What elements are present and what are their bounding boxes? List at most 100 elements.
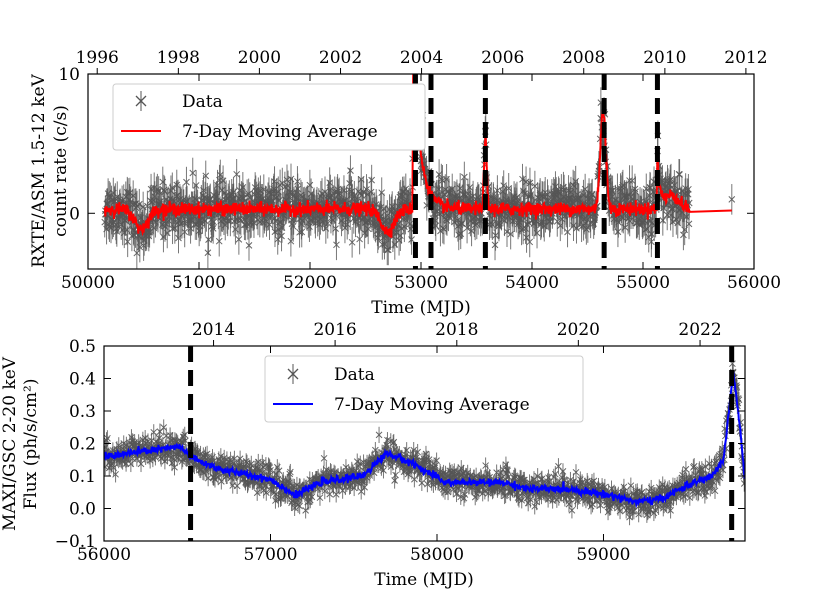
x-tick-label: 55000 [616, 273, 670, 293]
year-tick-label: 2002 [319, 48, 362, 68]
year-tick-label: 2014 [192, 320, 235, 340]
y-tick-label: 0.0 [69, 500, 96, 520]
data-point [669, 206, 677, 238]
data-point [233, 477, 241, 494]
year-tick-label: 2000 [238, 48, 281, 68]
data-point [233, 158, 241, 190]
asm-x-axis-label: Time (MJD) [371, 298, 470, 318]
asm-outburst-lines [412, 74, 660, 269]
year-tick-label: 2006 [481, 48, 524, 68]
data-point [494, 175, 501, 206]
year-tick-label: 2018 [435, 320, 478, 340]
data-point [187, 213, 194, 244]
data-point [642, 173, 650, 205]
data-point [275, 462, 283, 479]
data-point [375, 426, 383, 444]
data-point [533, 217, 541, 249]
asm-legend-box [112, 83, 426, 151]
asm-legend-avg-label: 7-Day Moving Average [182, 122, 378, 142]
data-point [375, 218, 382, 250]
asm-y-axis-label-line1: RXTE/ASM 1.5-12 keV [29, 74, 49, 268]
maxi-x-axis-label: Time (MJD) [374, 570, 473, 590]
data-point [368, 164, 376, 196]
y-tick-label: 0.5 [69, 337, 96, 357]
year-tick-label: 1996 [76, 48, 119, 68]
data-point [161, 176, 169, 207]
data-point [333, 229, 340, 261]
maxi-legend-avg-label: 7-Day Moving Average [334, 395, 530, 415]
data-point [112, 466, 119, 483]
data-point [573, 212, 580, 244]
y-tick-label: −0.1 [55, 532, 96, 552]
data-point [460, 161, 468, 193]
data-point [522, 166, 530, 198]
data-point [555, 458, 562, 475]
asm-axes-frame [87, 73, 755, 270]
data-point [621, 212, 629, 243]
x-tick-label: 51000 [172, 273, 226, 293]
data-point [215, 225, 223, 257]
y-tick-label: 0.4 [69, 370, 96, 390]
maxi-legend: Data 7-Day Moving Average [264, 355, 584, 423]
year-tick-label: 2022 [678, 320, 721, 340]
year-tick-label: 2004 [400, 48, 443, 68]
data-point [183, 166, 190, 198]
data-point [628, 165, 636, 197]
asm-legend-data-label: Data [182, 92, 223, 112]
asm-data-points [101, 74, 736, 269]
data-point [397, 220, 404, 251]
x-tick-label: 59000 [576, 545, 630, 565]
data-point [171, 459, 178, 476]
data-point [391, 472, 398, 489]
x-tick-label: 56000 [727, 273, 781, 293]
x-tick-label: 50000 [61, 273, 115, 293]
data-point [192, 170, 200, 201]
legend-x-marker [135, 95, 147, 107]
asm-legend-data-marker [135, 91, 147, 111]
data-point [245, 230, 253, 261]
data-point [500, 170, 508, 201]
year-tick-label: 2010 [643, 48, 686, 68]
moving-average-line [103, 74, 732, 238]
x-tick-label: 57000 [243, 545, 297, 565]
data-point [526, 226, 534, 258]
asm-legend: Data 7-Day Moving Average [112, 83, 426, 151]
data-point [626, 165, 633, 196]
x-tick-label: 53000 [394, 273, 448, 293]
maxi-legend-data-label: Data [334, 365, 375, 385]
y-tick-label: 10 [58, 65, 80, 85]
x-tick-label: 54000 [505, 273, 559, 293]
data-point [202, 160, 210, 192]
data-point [728, 184, 736, 215]
data-point [531, 170, 539, 202]
data-point [347, 155, 354, 186]
y-tick-label: 0.3 [69, 402, 96, 422]
year-tick-label: 2016 [313, 320, 356, 340]
data-point [235, 224, 243, 255]
data-point [348, 226, 356, 258]
data-point [659, 205, 667, 236]
data-point [503, 216, 511, 248]
data-point [204, 237, 212, 269]
maxi-y-axis-label-line1: MAXI/GSC 2-20 keV [0, 356, 20, 531]
x-tick-label: 52000 [283, 273, 337, 293]
y-tick-label: 0 [69, 204, 80, 224]
data-point [189, 157, 197, 189]
x-tick-label: 58000 [410, 545, 464, 565]
year-tick-label: 1998 [157, 48, 200, 68]
data-point [182, 432, 189, 449]
year-tick-label: 2008 [562, 48, 605, 68]
asm-y-axis-label-line2: count rate (c/s) [51, 105, 71, 237]
y-tick-label: 0.1 [69, 467, 96, 487]
y-tick-label: 0.2 [69, 435, 96, 455]
year-tick-label: 2020 [557, 320, 600, 340]
year-tick-label: 2012 [724, 48, 767, 68]
data-point [564, 216, 571, 248]
data-point [680, 219, 687, 251]
data-point [278, 167, 286, 199]
data-point [685, 173, 692, 205]
